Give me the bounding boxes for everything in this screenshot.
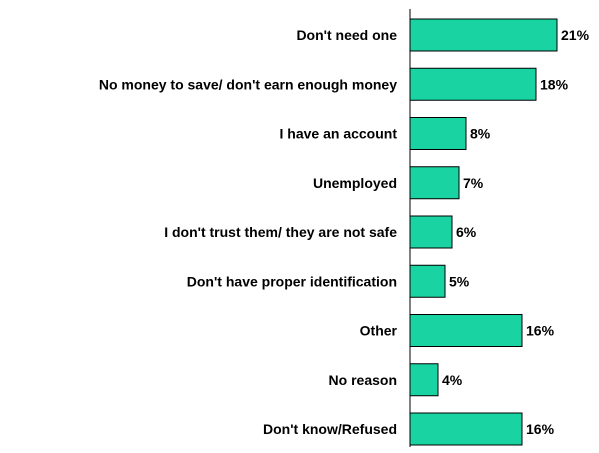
category-label-no-reason: No reason — [329, 372, 397, 388]
bar-don-t-need-one — [409, 18, 558, 52]
bar-don-t-have-proper-identification — [409, 264, 446, 298]
value-label-don-t-know-refused: 16% — [526, 421, 555, 437]
bars-group — [409, 18, 558, 446]
value-label-other: 16% — [526, 323, 555, 339]
category-label-no-money-to-save-don-t-earn-enough-money: No money to save/ don't earn enough mone… — [99, 76, 397, 92]
value-label-unemployed: 7% — [463, 175, 484, 191]
category-label-i-don-t-trust-them-they-are-not-safe: I don't trust them/ they are not safe — [164, 224, 397, 240]
bar-unemployed — [409, 166, 460, 200]
category-label-i-have-an-account: I have an account — [280, 126, 398, 142]
value-labels: 21% 18% 8% 7% 6% 5% 16% 4% 16% — [442, 27, 590, 437]
category-label-don-t-have-proper-identification: Don't have proper identification — [187, 273, 397, 289]
bar-i-don-t-trust-them-they-are-not-safe — [409, 215, 453, 249]
category-label-other: Other — [360, 323, 398, 339]
value-label-i-don-t-trust-them-they-are-not-safe: 6% — [456, 224, 477, 240]
category-label-don-t-know-refused: Don't know/Refused — [263, 421, 397, 437]
category-axis: Don't need one No money to save/ don't ea… — [99, 27, 398, 437]
value-label-i-have-an-account: 8% — [470, 126, 491, 142]
bar-i-have-an-account — [409, 117, 467, 150]
category-label-don-t-need-one: Don't need one — [296, 27, 397, 43]
bar-don-t-know-refused — [409, 412, 523, 446]
bar-other — [409, 314, 523, 347]
category-label-unemployed: Unemployed — [313, 175, 397, 191]
bar-no-money-to-save-don-t-earn-enough-money — [409, 67, 537, 101]
value-label-no-reason: 4% — [442, 372, 463, 388]
bar-no-reason — [409, 363, 439, 397]
value-label-don-t-need-one: 21% — [561, 27, 590, 43]
value-label-don-t-have-proper-identification: 5% — [449, 273, 470, 289]
value-label-no-money-to-save-don-t-earn-enough-money: 18% — [540, 76, 569, 92]
